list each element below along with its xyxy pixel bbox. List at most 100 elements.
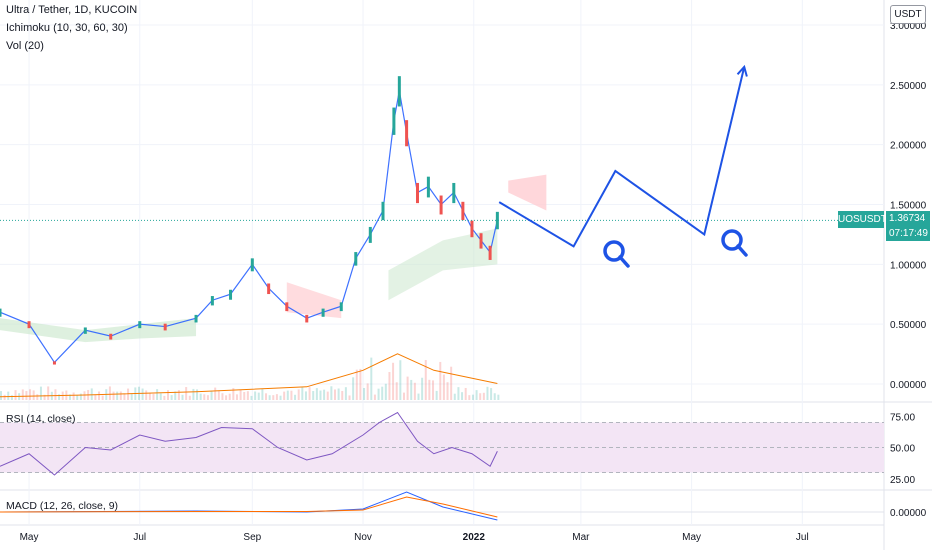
volume-bar xyxy=(315,388,318,400)
volume-bar xyxy=(254,391,257,400)
candle xyxy=(194,314,198,323)
macd-legend[interactable]: MACD (12, 26, close, 9) xyxy=(6,500,119,512)
ichimoku-legend[interactable]: Ichimoku (10, 30, 60, 30) xyxy=(6,22,128,34)
volume-bar xyxy=(199,393,202,400)
volume-bar xyxy=(39,386,42,400)
symbol-title[interactable]: Ultra / Tether, 1D, KUCOIN xyxy=(6,4,138,16)
volume-bar xyxy=(413,382,416,400)
volume-bar xyxy=(479,393,482,400)
candle xyxy=(488,245,492,260)
volume-bar xyxy=(68,394,71,400)
volume-bar xyxy=(83,391,86,400)
candle xyxy=(479,233,483,249)
volume-bar xyxy=(395,382,398,400)
search-icon xyxy=(721,229,748,257)
rsi-legend[interactable]: RSI (14, close) xyxy=(6,413,76,425)
volume-bar xyxy=(424,359,427,400)
volume-bar xyxy=(123,393,126,400)
volume-ma-line xyxy=(0,353,498,398)
search-icon xyxy=(603,240,630,268)
volume-bar xyxy=(79,393,82,400)
volume-bar xyxy=(112,391,115,400)
volume-bar xyxy=(490,388,493,400)
volume-bar xyxy=(290,390,293,400)
volume-bar xyxy=(148,392,151,400)
volume-bar xyxy=(344,387,347,400)
volume-bar xyxy=(468,395,471,400)
candle xyxy=(267,283,271,295)
volume-bar xyxy=(221,393,224,400)
volume-bar xyxy=(152,393,155,400)
volume-bar xyxy=(127,388,130,400)
volume-bar xyxy=(43,394,46,400)
candle xyxy=(354,252,358,266)
rsi-tick-label: 25.00 xyxy=(890,475,915,486)
volume-bar xyxy=(333,389,336,400)
volume-bar xyxy=(323,389,326,400)
volume-bar xyxy=(417,393,420,400)
candle xyxy=(109,333,113,340)
candle xyxy=(83,327,87,334)
time-tick-label: May xyxy=(682,532,701,543)
time-tick-label: Jul xyxy=(796,532,809,543)
volume-bar xyxy=(392,362,395,400)
volume-bar xyxy=(312,391,315,400)
volume-bar xyxy=(493,393,496,400)
volume-bar xyxy=(246,391,249,400)
volume-bar xyxy=(94,394,97,400)
time-tick-label: May xyxy=(20,532,39,543)
candle xyxy=(229,289,233,300)
volume-bar xyxy=(54,389,57,400)
volume-bar xyxy=(185,387,188,400)
candle xyxy=(415,182,419,204)
candle xyxy=(250,258,254,272)
volume-bar xyxy=(32,390,35,400)
arrowhead xyxy=(736,64,748,77)
volume-bar xyxy=(435,390,438,400)
volume-bar xyxy=(283,391,286,400)
time-tick-label: Nov xyxy=(354,532,372,543)
volume-bar xyxy=(268,395,271,400)
volume-bar xyxy=(355,369,358,400)
time-tick-label: Jul xyxy=(133,532,146,543)
volume-bar xyxy=(243,391,246,400)
volume-bar xyxy=(217,391,220,400)
last-price-value: 1.36734 xyxy=(889,213,926,224)
volume-bar xyxy=(439,361,442,400)
volume-bar xyxy=(304,391,307,400)
volume-bar xyxy=(0,391,2,400)
time-tick-label: 2022 xyxy=(463,532,486,543)
volume-bar xyxy=(453,393,456,400)
ichimoku-cloud-green xyxy=(388,228,498,301)
candle xyxy=(426,176,430,198)
volume-bar xyxy=(348,395,351,400)
projection-path xyxy=(498,66,746,248)
volume-bar xyxy=(377,388,380,400)
volume-bar xyxy=(337,388,340,400)
volume-bar xyxy=(370,357,373,400)
candle xyxy=(210,296,214,306)
candle xyxy=(368,226,372,243)
volume-bar xyxy=(286,390,289,400)
ichimoku-cloud-green xyxy=(0,318,197,343)
volume-bar xyxy=(141,388,144,400)
candle xyxy=(470,220,474,238)
currency-unit-button[interactable]: USDT xyxy=(890,5,926,24)
volume-bar xyxy=(36,394,39,400)
candle xyxy=(52,361,56,365)
volume-bar xyxy=(446,382,449,400)
price-tick-label: 1.50000 xyxy=(890,201,927,212)
volume-bar xyxy=(156,389,159,400)
price-tick-label: 2.50000 xyxy=(890,81,927,92)
volume-bar xyxy=(301,386,304,400)
volume-legend[interactable]: Vol (20) xyxy=(6,40,44,52)
price-tick-label: 0.00000 xyxy=(890,380,927,391)
volume-bar xyxy=(101,395,104,400)
volume-bar xyxy=(163,395,166,400)
volume-bar xyxy=(381,386,384,400)
last-price-label: 1.36734 07:17:49 xyxy=(886,211,930,241)
candle xyxy=(163,323,167,331)
price-tick-label: 2.00000 xyxy=(890,141,927,152)
volume-bar xyxy=(497,394,500,400)
